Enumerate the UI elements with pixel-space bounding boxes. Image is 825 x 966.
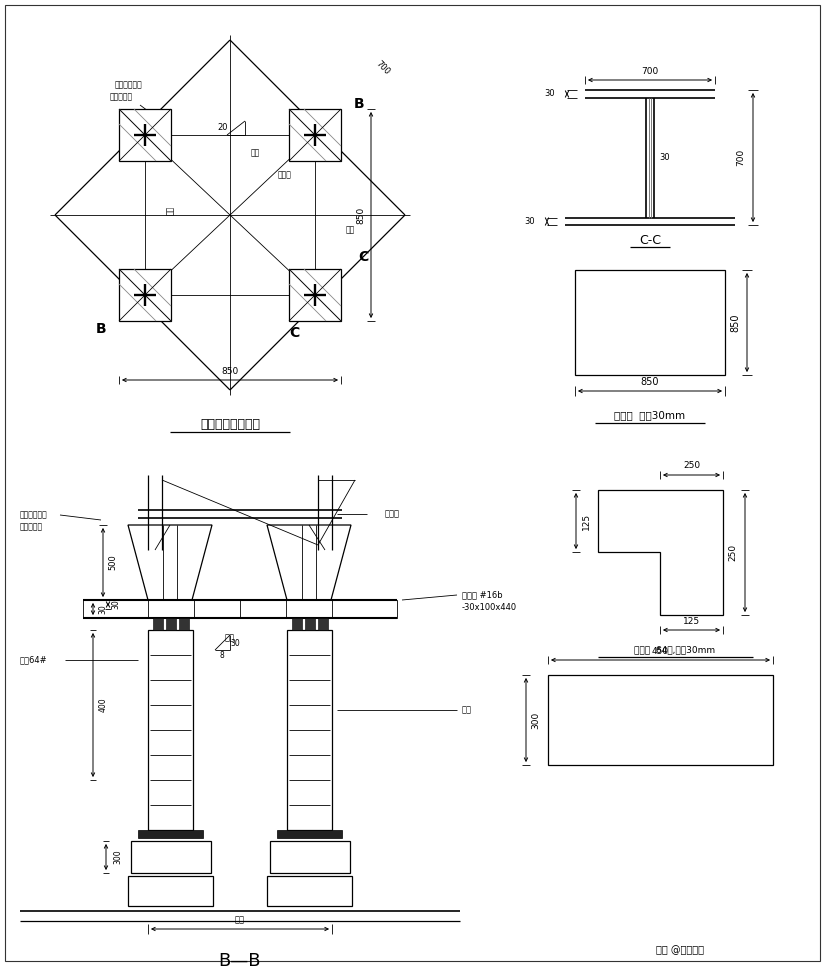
Text: 30: 30 xyxy=(230,639,240,647)
Text: 8: 8 xyxy=(219,650,224,660)
Bar xyxy=(287,630,332,830)
Bar xyxy=(138,830,203,838)
Text: 竖向构造筋: 竖向构造筋 xyxy=(110,93,133,101)
Bar xyxy=(131,841,211,873)
Text: 钢梁柱: 钢梁柱 xyxy=(278,171,292,180)
Text: 钢筋接头柱筋: 钢筋接头柱筋 xyxy=(20,510,48,520)
Text: 钢筋接头柱筋: 钢筋接头柱筋 xyxy=(115,80,143,90)
Text: 30: 30 xyxy=(98,604,107,613)
Text: 850: 850 xyxy=(730,313,740,331)
Text: 30: 30 xyxy=(111,600,120,610)
Text: 钢柱: 钢柱 xyxy=(346,225,355,235)
Bar xyxy=(83,600,397,618)
Text: C: C xyxy=(358,250,368,264)
Text: 700: 700 xyxy=(737,149,746,166)
Text: 400: 400 xyxy=(98,697,107,712)
Bar xyxy=(318,618,328,630)
Text: 钢板: 钢板 xyxy=(166,206,175,214)
Text: 250: 250 xyxy=(728,544,738,561)
Text: 850: 850 xyxy=(221,367,238,377)
Bar xyxy=(548,675,773,765)
Text: 头条 @结构智库: 头条 @结构智库 xyxy=(656,945,704,955)
Bar xyxy=(166,618,176,630)
Text: 竖向构造筋: 竖向构造筋 xyxy=(20,523,43,531)
Text: 850: 850 xyxy=(356,207,365,223)
Text: C: C xyxy=(289,326,299,340)
Bar xyxy=(179,618,189,630)
Text: 锂托板  厚䌀30mm: 锂托板 厚䌀30mm xyxy=(615,410,686,420)
Text: 加劲板  64块,厚度30mm: 加劲板 64块,厚度30mm xyxy=(634,645,715,655)
Text: 垫板: 垫板 xyxy=(225,634,235,642)
Bar xyxy=(153,618,163,630)
Text: 700: 700 xyxy=(375,59,392,76)
Bar xyxy=(277,830,342,838)
Text: 850: 850 xyxy=(641,377,659,387)
Text: C-C: C-C xyxy=(639,234,661,246)
Text: 450: 450 xyxy=(652,646,669,656)
Text: 工字型锂梁平面图: 工字型锂梁平面图 xyxy=(200,418,260,432)
Text: B: B xyxy=(96,322,106,336)
Bar xyxy=(270,841,350,873)
Text: 700: 700 xyxy=(641,68,658,76)
Text: 螺栓64#: 螺栓64# xyxy=(20,656,48,665)
Bar xyxy=(119,109,171,161)
Text: 30: 30 xyxy=(660,154,670,162)
Text: 钢梁柱 #16b: 钢梁柱 #16b xyxy=(462,590,502,600)
Text: B—B: B—B xyxy=(219,952,262,966)
Bar xyxy=(292,618,302,630)
Text: 30: 30 xyxy=(544,90,555,99)
Bar xyxy=(128,876,213,906)
Text: 垫梁: 垫梁 xyxy=(250,149,260,157)
Text: 300: 300 xyxy=(114,850,122,865)
Text: 20: 20 xyxy=(218,124,229,132)
Text: 250: 250 xyxy=(683,462,700,470)
Text: 锚栓: 锚栓 xyxy=(462,705,472,715)
Text: 300: 300 xyxy=(531,711,540,728)
Text: -30x100x440: -30x100x440 xyxy=(462,604,517,612)
Bar xyxy=(305,618,315,630)
Text: 125: 125 xyxy=(582,512,591,529)
Bar xyxy=(267,876,352,906)
Bar xyxy=(148,630,193,830)
Text: B: B xyxy=(354,97,365,111)
Text: 柱距: 柱距 xyxy=(235,916,245,924)
Text: 30: 30 xyxy=(525,216,535,225)
Bar xyxy=(119,269,171,321)
Text: 钢梁柱: 钢梁柱 xyxy=(385,509,400,519)
Text: 125: 125 xyxy=(683,616,700,626)
Text: 500: 500 xyxy=(109,554,117,570)
Bar xyxy=(575,270,725,375)
Bar xyxy=(289,269,341,321)
Bar xyxy=(289,109,341,161)
